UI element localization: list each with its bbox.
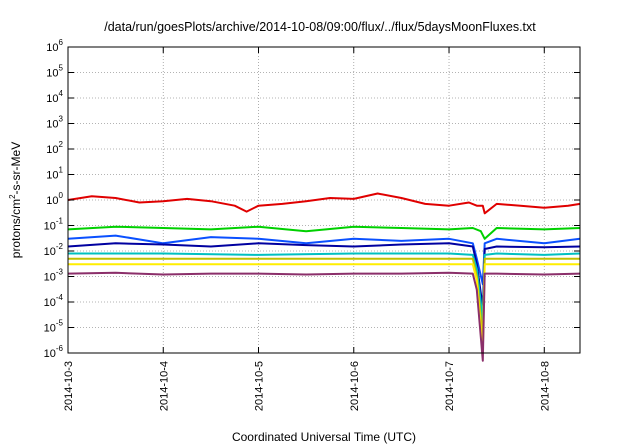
y-tick-base: 10 xyxy=(44,348,56,360)
x-axis-label: Coordinated Universal Time (UTC) xyxy=(232,430,416,444)
y-tick-base: 10 xyxy=(44,246,56,258)
series-line-7 xyxy=(68,263,580,354)
series-line-5 xyxy=(68,252,581,321)
y-tick-base: 10 xyxy=(46,42,58,54)
y-axis: 10-610-510-410-310-210-11001011021031041… xyxy=(44,38,580,360)
y-tick-exponent: 5 xyxy=(59,64,64,73)
y-tick-exponent: 4 xyxy=(59,89,64,98)
x-tick-label: 2014-10-7 xyxy=(444,361,456,411)
y-tick-label: 103 xyxy=(46,115,63,131)
x-tick-label: 2014-10-5 xyxy=(254,361,266,411)
y-tick-label: 106 xyxy=(46,38,63,54)
y-tick-label: 10-1 xyxy=(44,217,64,233)
y-tick-base: 10 xyxy=(46,93,58,105)
y-tick-label: 10-2 xyxy=(44,242,64,258)
series-line-4 xyxy=(67,242,581,309)
series-line-3 xyxy=(67,234,581,286)
y-tick-exponent: 1 xyxy=(59,166,64,175)
y-tick-exponent: 3 xyxy=(59,115,64,124)
y-axis-label-main: protons/cm xyxy=(9,199,23,258)
y-tick-label: 102 xyxy=(46,140,63,156)
series-line-1 xyxy=(67,192,581,215)
y-tick-exponent: -5 xyxy=(56,319,64,328)
x-axis: 2014-10-3 2014-10-4 2014-10-5 2014-10-6 2014… xyxy=(63,47,551,411)
y-tick-exponent: -4 xyxy=(56,293,64,302)
y-tick-base: 10 xyxy=(46,68,58,80)
y-tick-exponent: -3 xyxy=(56,268,64,277)
y-tick-label: 104 xyxy=(46,89,63,105)
y-tick-label: 10-6 xyxy=(44,344,64,360)
series-line-6 xyxy=(68,257,580,339)
y-tick-base: 10 xyxy=(46,119,58,131)
y-tick-exponent: -1 xyxy=(56,217,64,226)
y-tick-label: 10-4 xyxy=(44,293,64,309)
grid xyxy=(67,47,580,353)
y-tick-base: 10 xyxy=(44,221,56,233)
x-tick-label: 2014-10-4 xyxy=(158,361,170,411)
y-tick-label: 100 xyxy=(46,191,63,207)
y-tick-label: 105 xyxy=(46,64,63,80)
y-tick-exponent: -6 xyxy=(56,344,64,353)
y-axis-label: protons/cm2-s-sr-MeV xyxy=(8,142,23,258)
y-tick-base: 10 xyxy=(44,297,56,309)
y-axis-label-sup: 2 xyxy=(8,194,17,199)
y-tick-base: 10 xyxy=(46,144,58,156)
y-tick-exponent: 2 xyxy=(59,140,64,149)
y-tick-base: 10 xyxy=(46,195,58,207)
chart-title: /data/run/goesPlots/archive/2014-10-08/0… xyxy=(104,20,536,34)
series-layer xyxy=(67,192,581,362)
y-axis-label-rest: -s-sr-MeV xyxy=(9,142,23,195)
x-tick-label: 2014-10-6 xyxy=(349,361,361,411)
series-line-2 xyxy=(67,225,581,240)
y-tick-exponent: -2 xyxy=(56,242,64,251)
y-tick-label: 101 xyxy=(46,166,63,182)
y-tick-base: 10 xyxy=(44,272,56,284)
y-tick-exponent: 6 xyxy=(59,38,64,47)
y-tick-label: 10-3 xyxy=(44,268,64,284)
series-line-8 xyxy=(67,271,581,362)
y-tick-base: 10 xyxy=(44,323,56,335)
y-tick-exponent: 0 xyxy=(59,191,64,200)
x-tick-label: 2014-10-3 xyxy=(63,361,75,411)
y-tick-label: 10-5 xyxy=(44,319,64,335)
x-tick-label: 2014-10-8 xyxy=(539,361,551,411)
y-tick-base: 10 xyxy=(46,170,58,182)
